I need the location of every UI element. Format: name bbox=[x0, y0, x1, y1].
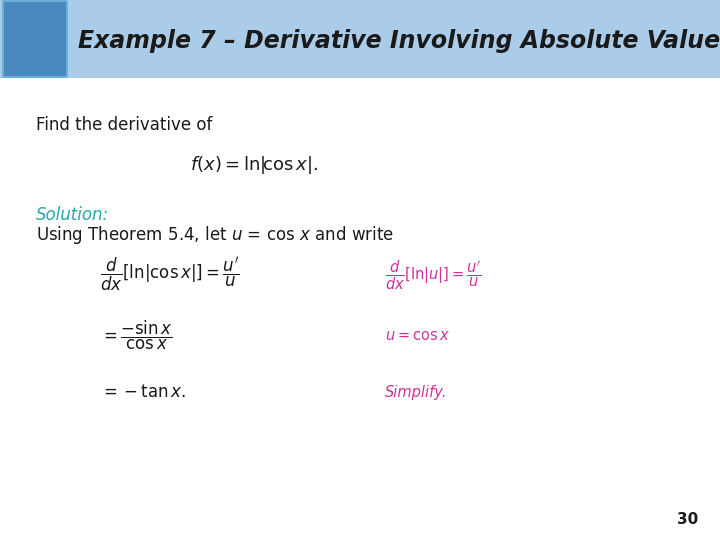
Text: $= \dfrac{-\sin x}{\cos x}$: $= \dfrac{-\sin x}{\cos x}$ bbox=[100, 319, 173, 352]
Bar bbox=[0, 0, 720, 78]
Text: Using Theorem 5.4, let $u$ = cos $x$ and write: Using Theorem 5.4, let $u$ = cos $x$ and… bbox=[36, 224, 394, 246]
Text: Find the derivative of: Find the derivative of bbox=[36, 116, 212, 134]
Text: 30: 30 bbox=[677, 512, 698, 528]
Text: $= -\tan x.$: $= -\tan x.$ bbox=[100, 383, 186, 401]
Text: $\dfrac{d}{dx}[\ln|u|] = \dfrac{u'}{u}$: $\dfrac{d}{dx}[\ln|u|] = \dfrac{u'}{u}$ bbox=[385, 259, 482, 292]
Text: Simplify.: Simplify. bbox=[385, 384, 447, 400]
Text: Solution:: Solution: bbox=[36, 206, 109, 224]
Text: $u = \cos x$: $u = \cos x$ bbox=[385, 327, 450, 342]
Bar bbox=[4, 0, 66, 16]
Text: $\dfrac{d}{dx}[\ln|\cos x|] = \dfrac{u'}{u}$: $\dfrac{d}{dx}[\ln|\cos x|] = \dfrac{u'}… bbox=[100, 256, 240, 294]
FancyBboxPatch shape bbox=[3, 1, 67, 77]
Text: $f(x) = \ln|\!\cos x|.$: $f(x) = \ln|\!\cos x|.$ bbox=[190, 154, 318, 176]
Text: Example 7 – Derivative Involving Absolute Value: Example 7 – Derivative Involving Absolut… bbox=[78, 29, 720, 53]
